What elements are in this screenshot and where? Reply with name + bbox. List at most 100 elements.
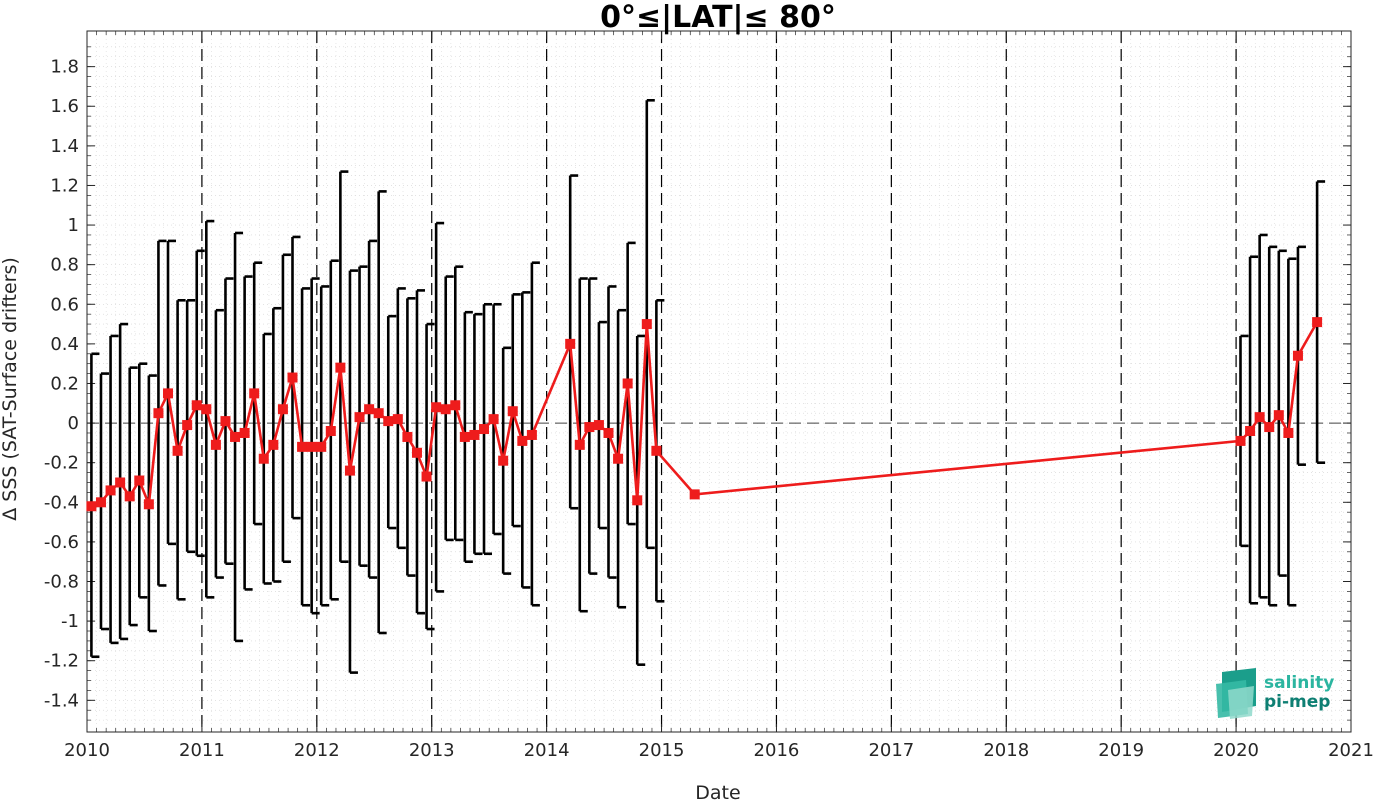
y-tick-label: 1.2 — [50, 175, 79, 196]
data-point — [1254, 412, 1265, 423]
error-bars — [90, 99, 1326, 674]
data-point — [134, 475, 145, 486]
data-point — [354, 412, 365, 423]
data-point — [411, 447, 422, 458]
y-tick-label: -1.4 — [44, 690, 79, 711]
data-point — [210, 439, 221, 450]
data-point — [632, 495, 643, 506]
y-tick-label: 1 — [68, 215, 79, 236]
data-point — [86, 501, 97, 512]
y-tick-label: 1.8 — [50, 57, 79, 78]
x-tick-label: 2020 — [1213, 740, 1259, 761]
x-tick-label: 2017 — [868, 740, 914, 761]
y-tick-label: 0.4 — [50, 334, 79, 355]
data-point — [488, 414, 499, 425]
y-tick-label: -0.4 — [44, 492, 79, 513]
data-point — [163, 388, 174, 399]
data-point — [230, 431, 241, 442]
data-point — [402, 431, 413, 442]
data-point — [258, 453, 269, 464]
data-point — [297, 441, 308, 452]
data-point — [584, 422, 595, 433]
data-point — [565, 338, 576, 349]
chart-title: 0°≤|LAT|≤ 80° — [600, 0, 836, 35]
data-point — [124, 491, 135, 502]
data-point — [1283, 427, 1294, 438]
data-point — [517, 435, 528, 446]
y-tick-label: 1.6 — [50, 96, 79, 117]
x-tick-label: 2015 — [639, 740, 685, 761]
data-point — [201, 404, 212, 415]
data-point — [440, 404, 451, 415]
y-tick-label: -1 — [61, 611, 79, 632]
data-point — [172, 445, 183, 456]
logo-emblem-icon — [1216, 668, 1256, 719]
y-tick-label: -0.8 — [44, 572, 79, 593]
data-point — [450, 400, 461, 411]
y-tick-label: -0.6 — [44, 532, 79, 553]
data-point — [182, 420, 193, 431]
salinity-pimep-logo: salinity pi-mep — [1216, 668, 1334, 719]
x-tick-label: 2019 — [1098, 740, 1144, 761]
x-tick-label: 2010 — [64, 740, 110, 761]
y-tick-label: 0 — [68, 413, 79, 434]
data-point — [479, 424, 490, 435]
data-point — [1264, 422, 1275, 433]
data-point — [651, 445, 662, 456]
data-point — [95, 497, 106, 508]
x-tick-label: 2018 — [983, 740, 1029, 761]
x-tick-label: 2013 — [409, 740, 455, 761]
data-point — [325, 426, 336, 437]
data-point — [574, 439, 585, 450]
x-axis-label: Date — [695, 782, 740, 801]
data-point — [622, 378, 633, 389]
data-point — [220, 416, 231, 427]
data-point — [287, 372, 298, 383]
data-point — [613, 453, 624, 464]
series-line — [90, 321, 1319, 508]
data-point — [507, 406, 518, 417]
data-point — [603, 427, 614, 438]
data-point — [1273, 410, 1284, 421]
data-point — [392, 414, 403, 425]
axes — [86, 30, 1352, 733]
data-point — [344, 465, 355, 476]
data-point — [689, 489, 700, 500]
data-point — [268, 439, 279, 450]
data-point — [335, 362, 346, 373]
y-tick-label: -0.2 — [44, 453, 79, 474]
data-point — [383, 416, 394, 427]
data-point — [105, 485, 116, 496]
x-tick-label: 2012 — [294, 740, 340, 761]
data-point — [1292, 350, 1303, 361]
data-point — [1235, 435, 1246, 446]
data-point — [306, 441, 317, 452]
x-tick-label: 2021 — [1328, 740, 1374, 761]
data-point — [239, 427, 250, 438]
y-axis-label: Δ SSS (SAT-Surface drifters) — [0, 257, 21, 521]
x-tick-label: 2016 — [754, 740, 800, 761]
data-point — [364, 404, 375, 415]
grid-layer — [86, 31, 1352, 732]
data-point — [1312, 317, 1323, 328]
x-tick-label: 2014 — [524, 740, 570, 761]
data-point — [459, 431, 470, 442]
data-point — [431, 402, 442, 413]
data-point — [373, 408, 384, 419]
data-point — [593, 420, 604, 431]
y-tick-label: 1.4 — [50, 136, 79, 157]
x-tick-label: 2011 — [179, 740, 225, 761]
data-point — [249, 388, 260, 399]
data-point — [115, 477, 126, 488]
data-point — [469, 429, 480, 440]
data-point — [1245, 426, 1256, 437]
series — [86, 317, 1323, 512]
data-point — [641, 319, 652, 330]
data-point — [277, 404, 288, 415]
data-point — [498, 455, 509, 466]
logo-text-salinity: salinity — [1264, 673, 1334, 693]
data-point — [526, 429, 537, 440]
tick-labels: -1.4 -1.2 -1 -0.8 -0.6 -0.4 -0.2 0 0.2 0.4 0.6 0.8 1… — [44, 57, 1374, 761]
data-point — [191, 400, 202, 411]
